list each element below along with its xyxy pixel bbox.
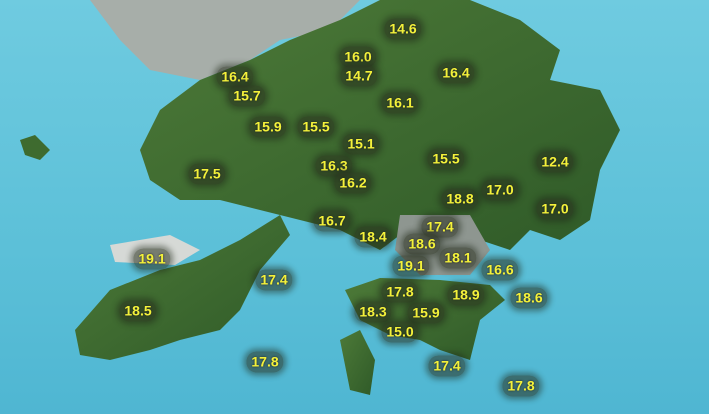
temperature-label: 17.8 [502, 375, 540, 397]
temperature-label: 19.1 [133, 248, 171, 270]
lantau-island [75, 215, 290, 360]
temperature-label: 18.3 [354, 301, 392, 323]
temperature-label: 16.2 [334, 172, 372, 194]
temperature-label: 16.7 [313, 210, 351, 232]
temperature-label: 19.1 [392, 255, 430, 277]
temperature-label: 15.5 [427, 148, 465, 170]
temperature-label: 15.5 [297, 116, 335, 138]
temperature-label: 15.9 [407, 302, 445, 324]
temperature-label: 16.4 [437, 62, 475, 84]
temperature-label: 18.6 [403, 233, 441, 255]
temperature-label: 18.5 [119, 300, 157, 322]
temperature-label: 17.5 [188, 163, 226, 185]
temperature-label: 14.6 [384, 18, 422, 40]
temperature-label: 16.6 [481, 259, 519, 281]
temperature-label: 17.0 [536, 198, 574, 220]
temperature-label: 15.1 [342, 133, 380, 155]
temperature-label: 17.8 [246, 351, 284, 373]
temperature-label: 17.4 [428, 355, 466, 377]
temperature-label: 12.4 [536, 151, 574, 173]
temperature-label: 18.1 [439, 247, 477, 269]
temperature-label: 15.7 [228, 85, 266, 107]
temperature-label: 15.9 [249, 116, 287, 138]
temperature-label: 18.9 [447, 284, 485, 306]
temperature-label: 14.7 [340, 65, 378, 87]
temperature-label: 16.4 [216, 66, 254, 88]
temperature-label: 17.8 [381, 281, 419, 303]
temperature-label: 17.4 [421, 216, 459, 238]
temperature-label: 18.4 [354, 226, 392, 248]
temperature-label: 15.0 [381, 321, 419, 343]
temperature-label: 18.6 [510, 287, 548, 309]
temperature-label: 17.0 [481, 179, 519, 201]
temperature-label: 16.1 [381, 92, 419, 114]
mainland-urban [90, 0, 360, 80]
temperature-label: 18.8 [441, 188, 479, 210]
temperature-label: 17.4 [255, 269, 293, 291]
outlying-island [20, 135, 50, 160]
temperature-label: 16.3 [315, 155, 353, 177]
lamma-island [340, 330, 375, 395]
temperature-label: 16.0 [339, 46, 377, 68]
